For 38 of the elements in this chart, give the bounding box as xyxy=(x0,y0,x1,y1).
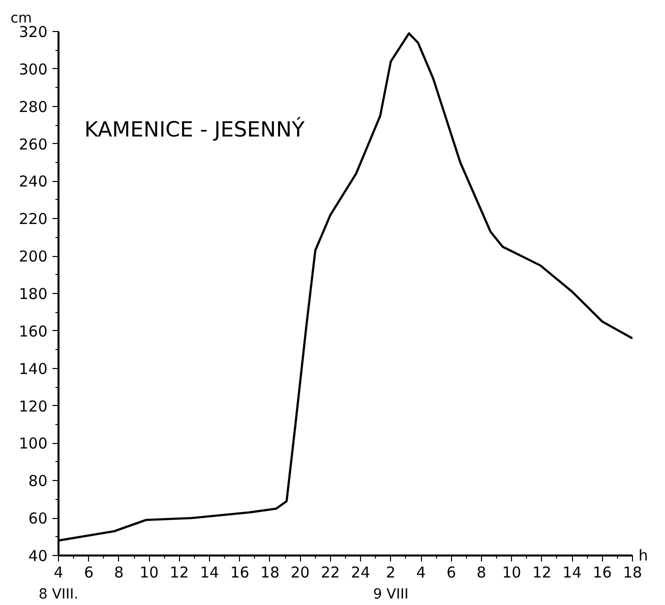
y-tick-label: 80 xyxy=(28,472,48,490)
x-axis-title: h xyxy=(638,546,648,564)
x-tick-label: 14 xyxy=(562,564,582,582)
x-tick-label: 8 xyxy=(476,564,486,582)
y-tick-label: 200 xyxy=(18,248,48,266)
text: 9 VIII xyxy=(373,586,408,602)
x-tick-label: 16 xyxy=(230,564,250,582)
x-tick-label: 6 xyxy=(446,564,456,582)
x-tick-label: 24 xyxy=(351,564,370,582)
x-tick-label: 10 xyxy=(502,564,522,582)
x-tick-label: 14 xyxy=(200,564,220,582)
x-tick-label: 6 xyxy=(84,564,94,582)
y-tick-label: 120 xyxy=(18,397,48,416)
y-tick-label: 60 xyxy=(28,510,48,528)
x-tick-label: 18 xyxy=(260,564,280,582)
x-tick-label: 4 xyxy=(416,564,426,582)
y-tick-label: 220 xyxy=(18,210,48,228)
text: KAMENICE - JESENNÝ xyxy=(84,116,305,142)
x-tick-label: 4 xyxy=(54,564,64,582)
x-tick-label: 12 xyxy=(170,564,189,582)
x-tick-label: 8 xyxy=(114,564,124,582)
text: 8 VIII. xyxy=(38,586,78,602)
x-tick-label: 16 xyxy=(592,564,612,582)
y-tick-label: 180 xyxy=(18,285,48,303)
x-tick-label: 20 xyxy=(290,564,310,582)
y-tick-label: 240 xyxy=(18,172,48,191)
x-tick-label: 12 xyxy=(532,564,552,582)
y-tick-label: 100 xyxy=(18,434,48,453)
x-tick-label: 18 xyxy=(622,564,642,582)
x-tick-label: 2 xyxy=(386,564,396,582)
x-tick-label: 10 xyxy=(140,564,159,582)
y-tick-label: 260 xyxy=(18,135,48,154)
x-tick-label: 22 xyxy=(320,564,340,582)
y-tick-label: 300 xyxy=(18,60,48,78)
y-tick-label: 140 xyxy=(18,360,48,378)
y-tick-label: 40 xyxy=(28,547,48,565)
y-tick-label: 160 xyxy=(18,322,48,340)
y-tick-label: 280 xyxy=(18,98,48,116)
